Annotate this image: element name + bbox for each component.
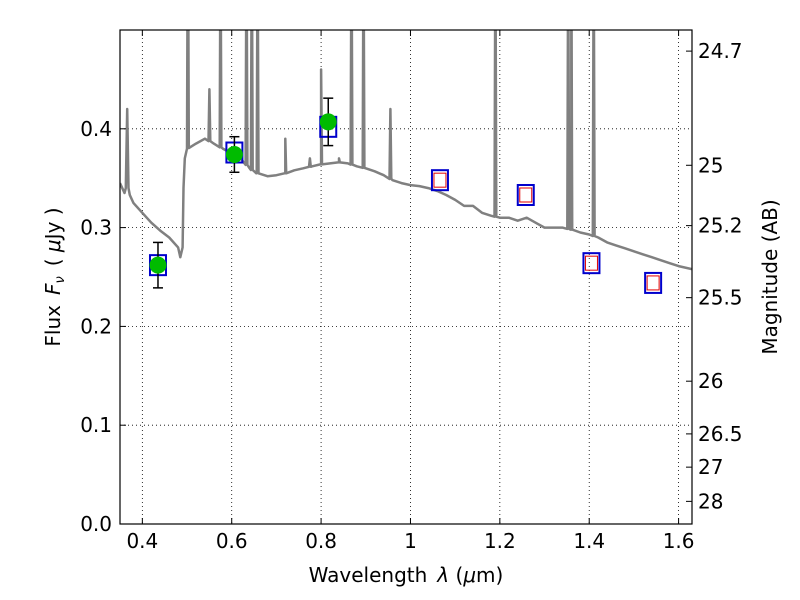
x-tick-label: 1.4 (573, 529, 605, 553)
x-tick-label: 0.6 (216, 529, 248, 553)
predicted-point-square (646, 275, 660, 291)
y2-tick-label: 26 (698, 369, 723, 393)
plot-frame (119, 29, 693, 525)
axes: 0.4 0.6 0.8 1 1.2 1.4 1.6 0.0 0.1 0.2 0.3 0.4 24.7 25… (80, 30, 743, 553)
y-axis-title: FluxFν( μJy ) (41, 207, 68, 346)
observed-point (319, 113, 337, 131)
x-tick-label: 0.8 (305, 529, 337, 553)
y-tick-label: 0.2 (80, 314, 112, 338)
y2-tick-label: 24.7 (698, 39, 743, 63)
y2-tick-label: 26.5 (698, 422, 743, 446)
predicted-point-square (584, 255, 598, 271)
plot-area (120, 30, 692, 294)
y2-tick-label: 25.5 (698, 286, 743, 310)
model-point-square (516, 183, 535, 206)
x-tick-label: 0.4 (126, 529, 158, 553)
x-tick-label: 1 (404, 529, 417, 553)
y2-tick-label: 27 (698, 455, 723, 479)
y2-tick-label: 28 (698, 489, 723, 513)
template-spectrum-line (120, 30, 692, 271)
y-tick-label: 0.4 (80, 117, 112, 141)
predicted-point-square (433, 172, 447, 188)
model-point-square (430, 169, 449, 192)
observed-point (149, 256, 167, 274)
y-tick-label: 0.0 (80, 512, 112, 536)
model-point-square (582, 252, 601, 275)
y2-tick-label: 25 (698, 153, 723, 177)
y-tick-label: 0.3 (80, 216, 112, 240)
model-point-square (644, 271, 663, 294)
observed-point (225, 145, 243, 163)
y2-axis-title: Magnitude (AB) (758, 199, 782, 354)
x-axis-title: Wavelength λ (μm) (309, 563, 504, 587)
x-tick-label: 1.6 (663, 529, 695, 553)
predicted-point-square (519, 187, 533, 203)
y-tick-label: 0.1 (80, 413, 112, 437)
x-tick-label: 1.2 (484, 529, 516, 553)
y2-tick-label: 25.2 (698, 214, 743, 238)
